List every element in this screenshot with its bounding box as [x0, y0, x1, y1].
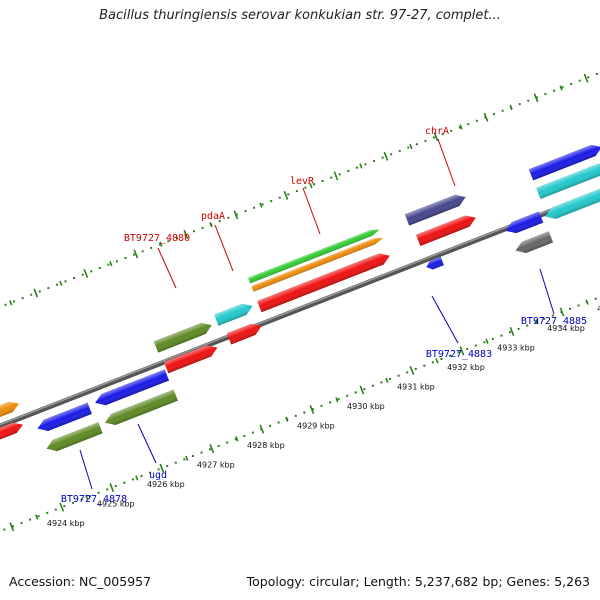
gene-pdaA[interactable] [214, 300, 255, 326]
gene-blue-reverse-3[interactable] [503, 211, 544, 236]
map-title: Bacillus thuringiensis serovar konkukian… [99, 8, 501, 23]
gene-label-bt9727_4883[interactable]: BT9727_4883 [426, 295, 492, 360]
gene-label-bt9727_4885[interactable]: BT9727_4885 [521, 268, 587, 327]
tick-label-4932: 4932 kbp [447, 363, 485, 372]
tick-label-4935: 4935 kbp [597, 304, 600, 313]
tick-label-4931: 4931 kbp [397, 383, 435, 392]
svg-text:chrA: chrA [425, 126, 449, 137]
tick-label-4925: 4925 kbp [97, 500, 135, 509]
gene-blue-forward-edge[interactable] [528, 142, 600, 181]
tick-label-4924: 4924 kbp [47, 519, 85, 528]
gene-BT9727_4883[interactable] [425, 256, 444, 272]
gene-levR[interactable] [257, 250, 392, 313]
gene-red-forward-3[interactable] [415, 212, 478, 246]
genome-backbone [0, 189, 600, 429]
gene-cyan-forward-edge[interactable] [536, 160, 600, 200]
accession-text: Accession: NC_005957 [9, 574, 152, 589]
svg-text:pdaA: pdaA [201, 211, 225, 222]
gene-label-pdaa[interactable]: pdaA [201, 211, 234, 272]
gene-labels: BT9727_4880 pdaA levR chrA BT9727_4883 BT9727… [61, 126, 587, 505]
gene-blue-reverse-2[interactable] [93, 369, 170, 408]
outer-tick-ring [4, 72, 598, 306]
tick-label-4930: 4930 kbp [347, 402, 385, 411]
gene-label-bt9727_4878[interactable]: BT9727_4878 [61, 449, 127, 505]
gene-chrA[interactable] [404, 192, 468, 226]
gene-label-bt9727_4880[interactable]: BT9727_4880 [124, 233, 190, 289]
gene-orange-long[interactable] [251, 235, 384, 292]
svg-text:ugd: ugd [149, 470, 167, 481]
tick-label-4929: 4929 kbp [297, 422, 335, 431]
tick-label-4928: 4928 kbp [247, 441, 285, 450]
gene-olive-forward[interactable] [153, 320, 214, 353]
gene-label-ugd[interactable]: ugd [137, 423, 167, 481]
gene-red-forward-2[interactable] [226, 321, 264, 345]
svg-text:BT9727_4880: BT9727_4880 [124, 233, 190, 244]
gene-label-chra[interactable]: chrA [425, 126, 456, 187]
gene-features [0, 142, 600, 456]
tick-label-4934: 4934 kbp [547, 324, 585, 333]
tick-labels: 4924 kbp 4925 kbp 4926 kbp 4927 kbp 4928 kbp… [47, 304, 600, 528]
svg-text:BT9727_4883: BT9727_4883 [426, 349, 492, 360]
gene-BT9727_4885[interactable] [543, 182, 600, 223]
svg-text:levR: levR [290, 176, 315, 187]
gene-gray-reverse[interactable] [513, 231, 554, 256]
gene-red-edge[interactable] [0, 419, 25, 456]
gene-orange-edge[interactable] [0, 398, 21, 436]
svg-text:BT9727_4885: BT9727_4885 [521, 316, 587, 327]
gene-blue-reverse-1[interactable] [35, 402, 92, 435]
gene-green-long[interactable] [248, 227, 381, 284]
genome-summary-text: Topology: circular; Length: 5,237,682 bp… [246, 574, 590, 589]
gene-label-levr[interactable]: levR [290, 176, 321, 235]
svg-text:BT9727_4878: BT9727_4878 [61, 494, 127, 505]
tick-label-4926: 4926 kbp [147, 480, 185, 489]
gene-ugd[interactable] [103, 389, 178, 428]
tick-label-4927: 4927 kbp [197, 461, 235, 470]
inner-tick-ring [3, 297, 597, 532]
gene-red-forward-1[interactable] [163, 342, 220, 374]
gene-olive-reverse-1[interactable] [44, 422, 103, 454]
tick-label-4933: 4933 kbp [497, 343, 535, 352]
